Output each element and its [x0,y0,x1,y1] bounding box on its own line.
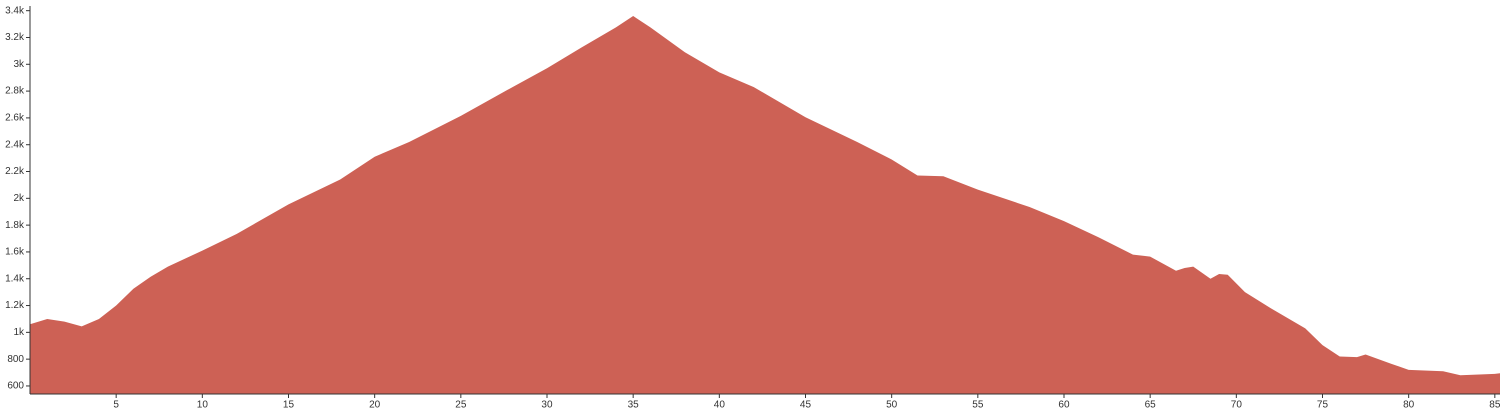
y-tick-label: 1.8k [5,220,25,231]
x-tick-label: 40 [714,400,726,411]
x-tick-label: 80 [1403,400,1415,411]
x-tick-label: 75 [1317,400,1329,411]
y-tick-label: 2.8k [5,86,25,97]
x-tick-label: 55 [972,400,984,411]
x-tick-label: 50 [886,400,898,411]
x-tick-label: 65 [1145,400,1157,411]
y-tick-label: 1.2k [5,300,25,311]
x-tick-label: 15 [283,400,295,411]
y-tick-label: 2k [13,193,25,204]
y-tick-label: 2.6k [5,113,25,124]
y-tick-label: 600 [7,381,24,392]
x-tick-label: 30 [541,400,553,411]
x-tick-label: 25 [455,400,467,411]
y-tick-label: 800 [7,354,24,365]
y-tick-label: 3.2k [5,32,25,43]
x-tick-label: 5 [113,400,119,411]
y-tick-label: 1.4k [5,273,25,284]
y-tick-label: 2.4k [5,139,25,150]
x-tick-label: 10 [197,400,209,411]
x-tick-label: 45 [800,400,812,411]
x-tick-label: 85 [1489,400,1501,411]
x-tick-label: 60 [1058,400,1070,411]
x-tick-label: 20 [369,400,381,411]
y-tick-label: 3k [13,59,25,70]
y-tick-label: 1.6k [5,247,25,258]
x-tick-label: 35 [628,400,640,411]
y-tick-label: 3.4k [5,5,25,16]
y-tick-label: 2.2k [5,166,25,177]
y-tick-label: 1k [13,327,25,338]
elevation-area [30,16,1500,394]
x-tick-label: 70 [1231,400,1243,411]
